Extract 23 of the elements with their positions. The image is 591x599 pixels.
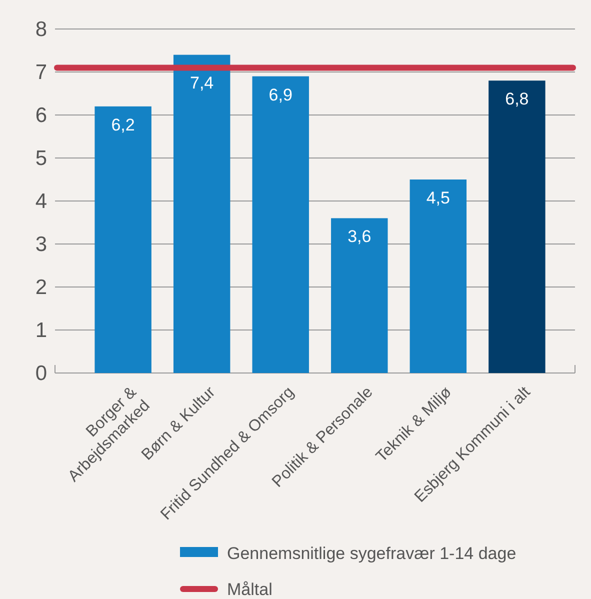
bar <box>252 76 309 373</box>
data-label: 4,5 <box>426 188 450 208</box>
y-tick-label: 7 <box>35 61 47 84</box>
y-tick-label: 2 <box>35 276 47 299</box>
y-tick-label: 1 <box>35 319 47 342</box>
bar <box>488 80 546 373</box>
data-label: 6,8 <box>505 90 529 109</box>
data-label: 6,2 <box>111 115 135 134</box>
bar <box>331 218 388 373</box>
data-label: 6,9 <box>268 85 292 104</box>
bar <box>94 106 152 373</box>
y-tick-label: 3 <box>35 233 47 256</box>
legend-label: Gennemsnitlige sygefravær 1-14 dage <box>227 544 516 563</box>
y-tick-label: 5 <box>35 147 47 170</box>
bar <box>173 54 230 373</box>
data-label: 7,4 <box>190 74 214 93</box>
y-tick-label: 4 <box>35 190 48 213</box>
bar <box>410 180 467 373</box>
y-tick-label: 0 <box>35 362 47 385</box>
y-tick-label: 8 <box>35 18 47 41</box>
data-label: 3,6 <box>348 227 372 246</box>
legend-label: Måltal <box>227 580 272 599</box>
y-tick-label: 6 <box>35 104 47 127</box>
